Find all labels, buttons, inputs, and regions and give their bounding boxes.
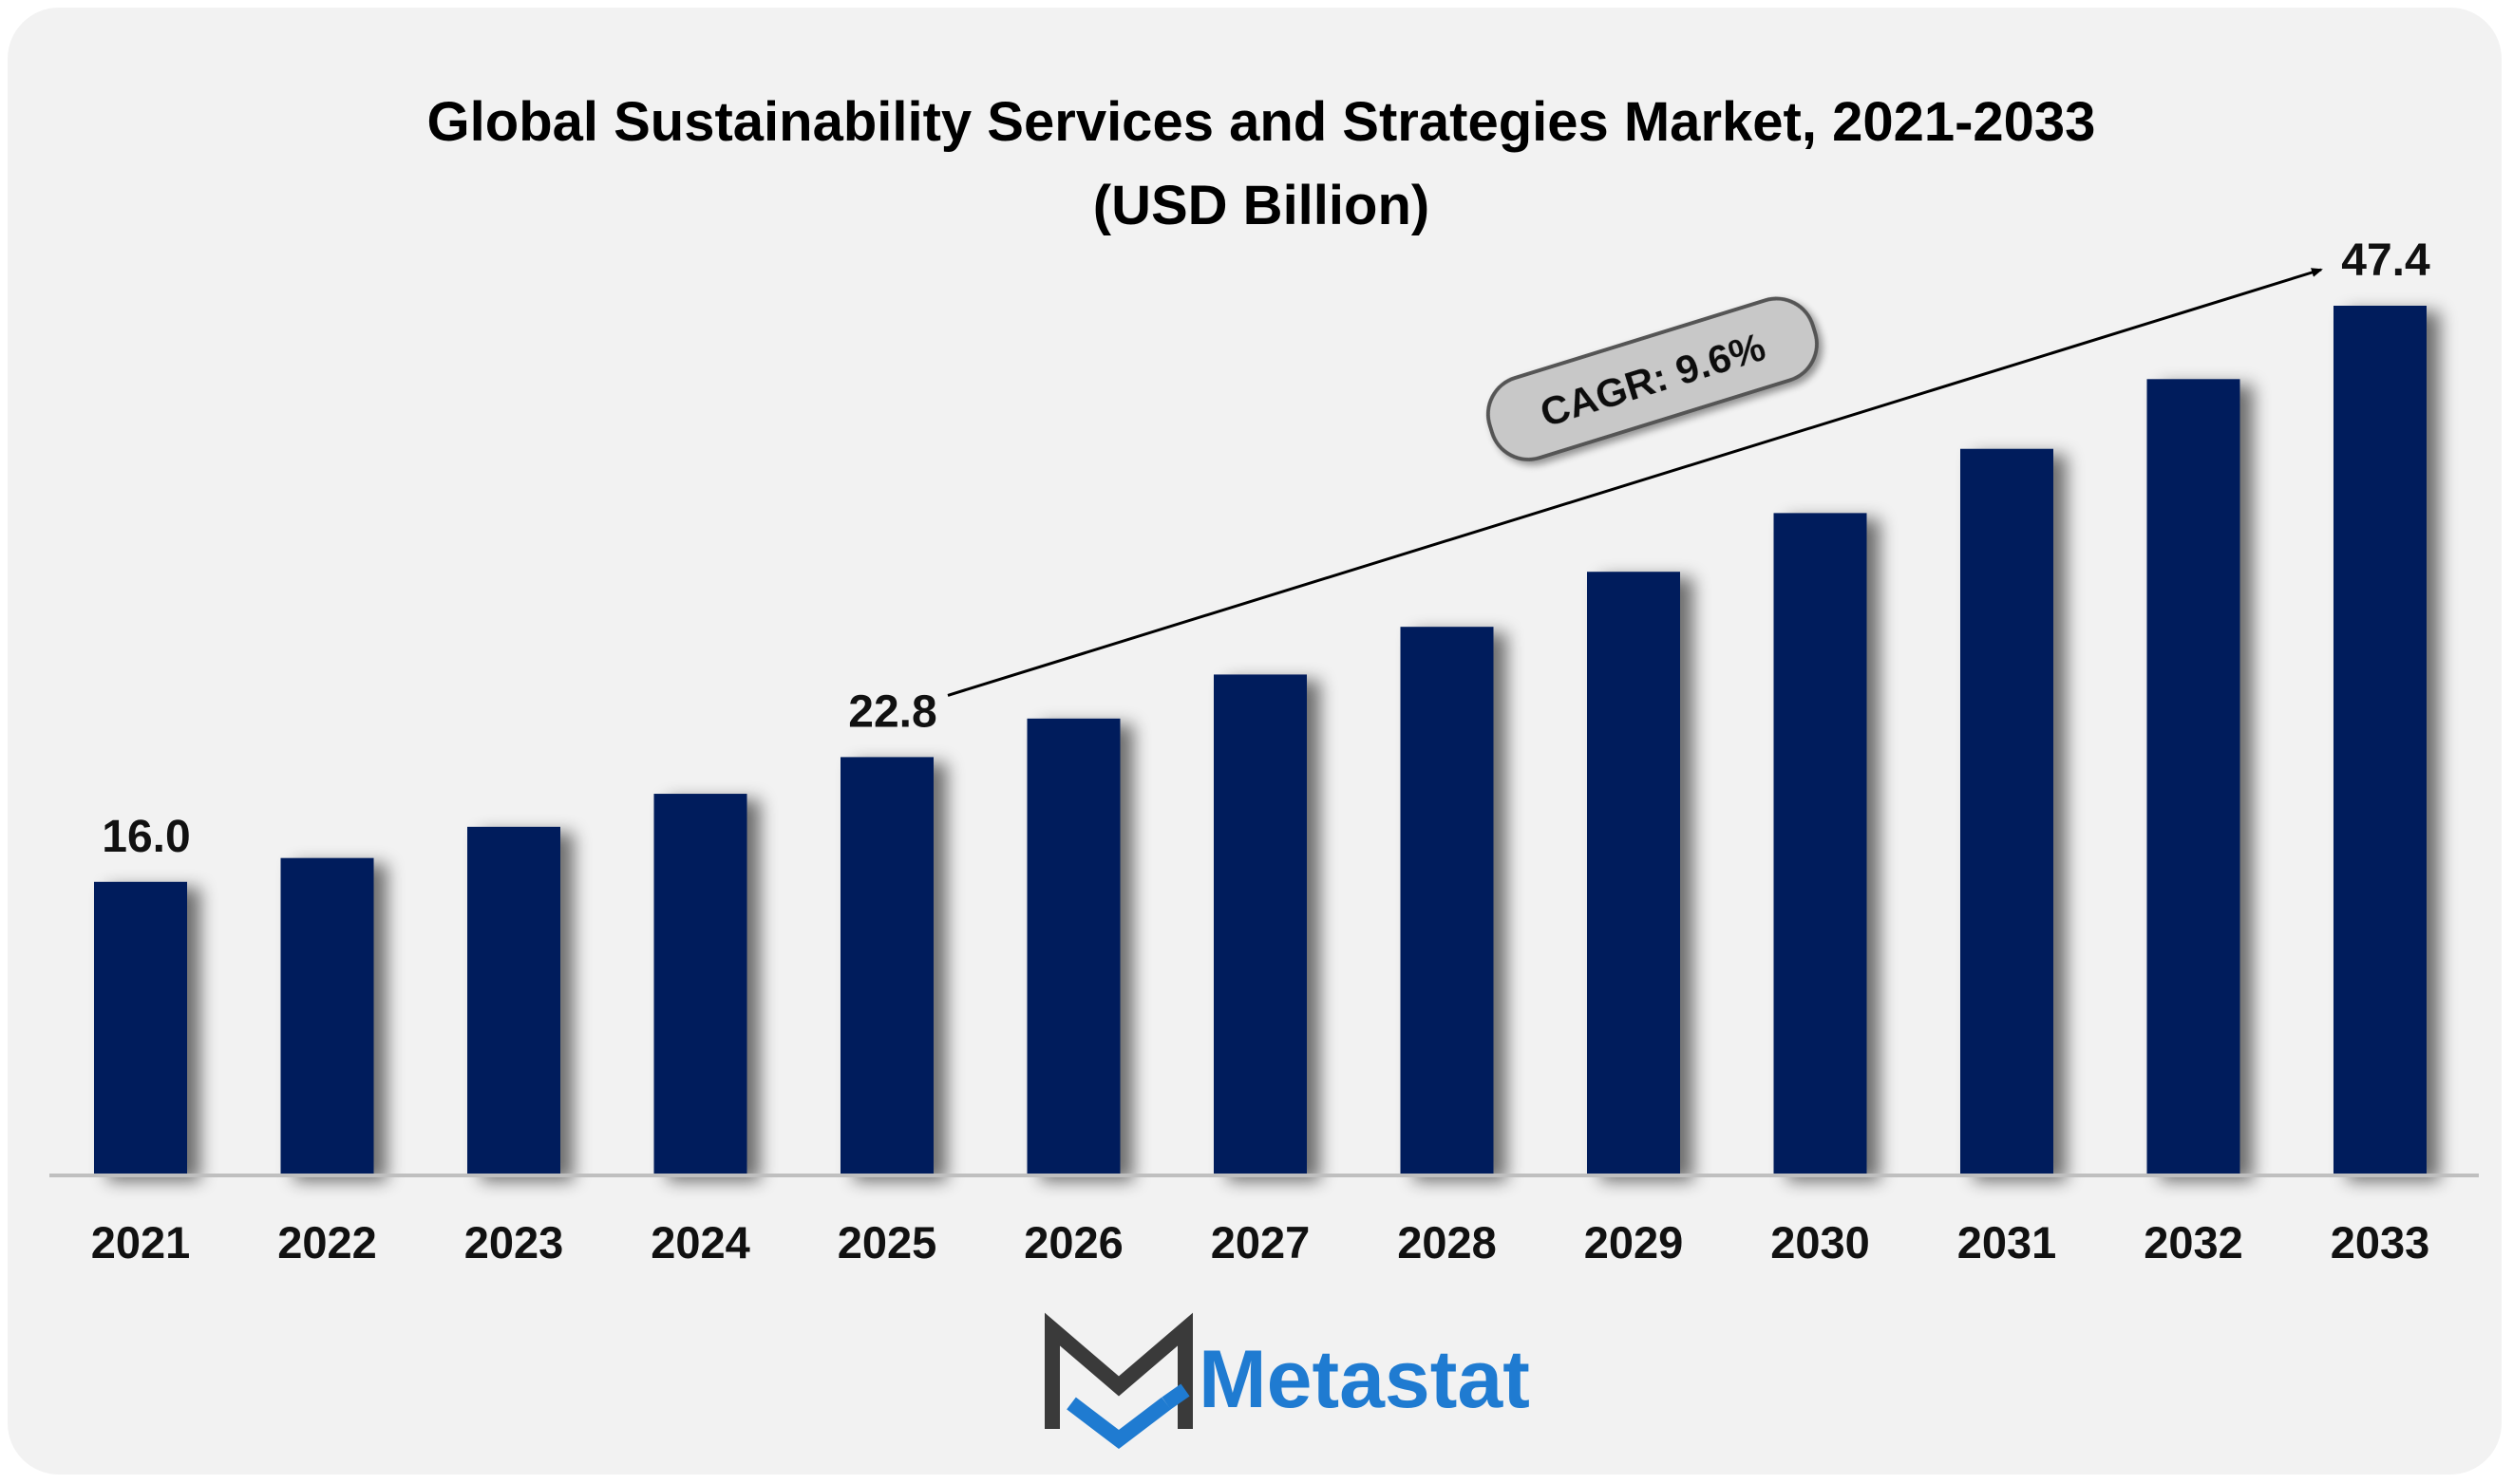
bar-2021 — [94, 881, 187, 1175]
bars-layer — [94, 306, 2427, 1176]
bar-2027 — [1214, 674, 1307, 1175]
bar-2028 — [1400, 627, 1494, 1175]
data-labels: 16.0 22.8 47.4 — [102, 235, 2430, 862]
bar-2030 — [1773, 513, 1867, 1175]
bar-2023 — [467, 826, 560, 1175]
data-label-2025: 22.8 — [848, 686, 936, 737]
bar-2033 — [2334, 306, 2427, 1175]
x-tick-2022: 2022 — [277, 1217, 377, 1268]
cagr-callout: CAGR: 9.6% — [1485, 296, 1819, 461]
data-label-2033: 47.4 — [2341, 235, 2430, 286]
metastat-brand-text: Metastat — [1199, 1334, 1530, 1425]
x-tick-2032: 2032 — [2144, 1217, 2243, 1268]
bar-2024 — [653, 794, 747, 1175]
chart-subtitle: (USD Billion) — [1093, 175, 1429, 236]
x-tick-2027: 2027 — [1211, 1217, 1311, 1268]
bar-2031 — [1960, 448, 2053, 1175]
x-tick-2026: 2026 — [1024, 1217, 1124, 1268]
x-axis-ticks: 2021 2022 2023 2024 2025 2026 2027 2028 2029 2030… — [91, 1217, 2430, 1268]
x-tick-2024: 2024 — [651, 1217, 750, 1268]
x-tick-2030: 2030 — [1770, 1217, 1870, 1268]
bar-2029 — [1587, 572, 1680, 1175]
bar-2032 — [2146, 379, 2240, 1176]
x-tick-2021: 2021 — [91, 1217, 191, 1268]
bar-2025 — [841, 757, 934, 1175]
chart-title: Global Sustainability Services and Strat… — [427, 91, 2096, 153]
x-tick-2023: 2023 — [464, 1217, 564, 1268]
data-label-2021: 16.0 — [102, 812, 190, 862]
x-tick-2028: 2028 — [1397, 1217, 1497, 1268]
cagr-box — [1485, 296, 1819, 461]
x-tick-2033: 2033 — [2331, 1217, 2430, 1268]
bar-2026 — [1027, 718, 1121, 1175]
metastat-logo: Metastat — [1045, 1312, 1530, 1450]
metastat-mark-icon — [1045, 1312, 1193, 1450]
x-tick-2031: 2031 — [1957, 1217, 2057, 1268]
cagr-arrow — [947, 268, 2323, 697]
bar-2022 — [280, 857, 374, 1175]
x-tick-2025: 2025 — [838, 1217, 937, 1268]
x-tick-2029: 2029 — [1584, 1217, 1684, 1268]
